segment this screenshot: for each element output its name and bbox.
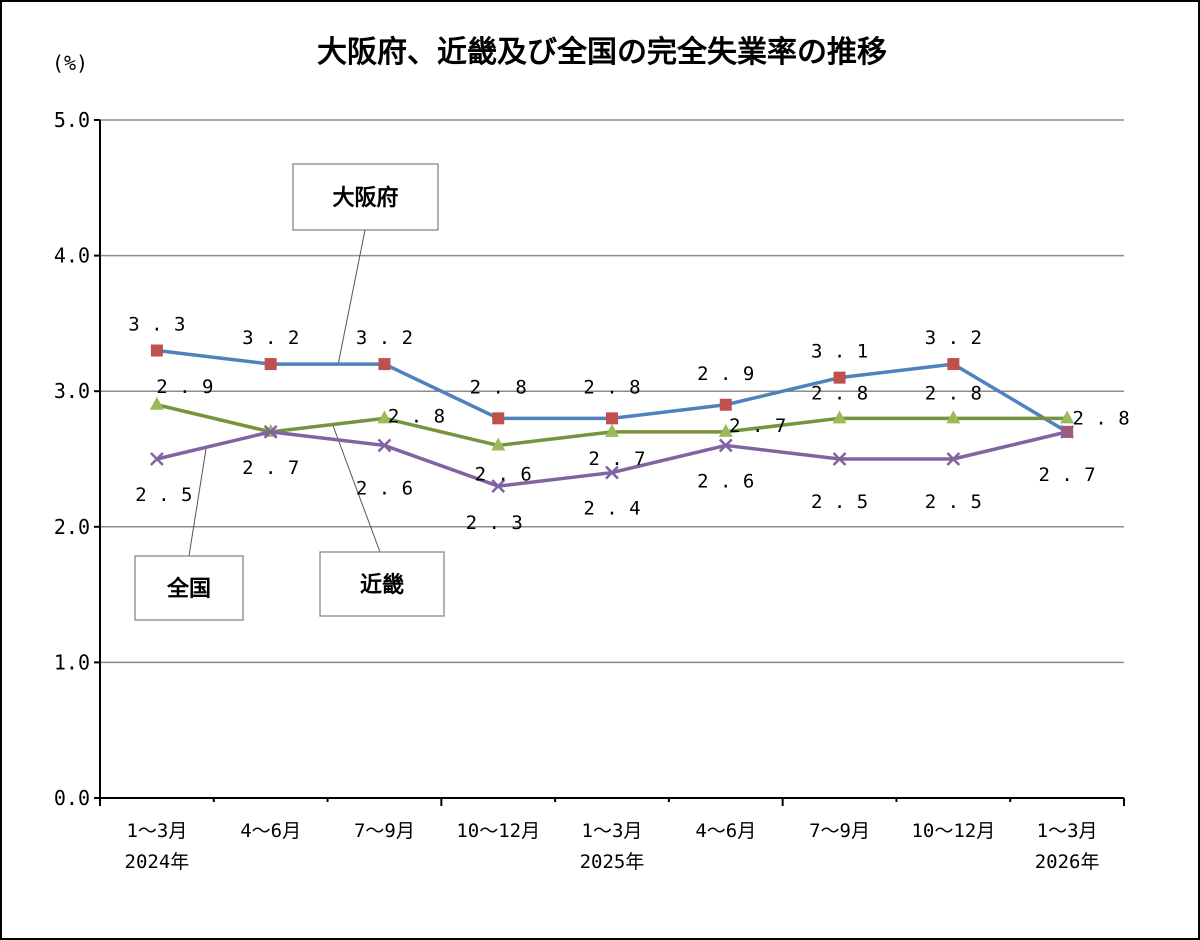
data-point [491,479,506,494]
data-label: 2 . 7 [242,457,299,479]
chart-title: 大阪府、近畿及び全国の完全失業率の推移 [317,35,887,70]
data-point [150,452,164,466]
data-label: 3 . 1 [811,341,868,363]
callout-box [292,163,439,231]
data-label: 2 . 6 [475,463,532,485]
data-point [491,437,506,451]
callout-label: 近畿 [360,572,404,598]
x-tick-label: 4～6月 [695,820,756,842]
data-point [264,358,277,371]
data-label: 2 . 5 [925,491,982,513]
y-tick-label: 5.0 [54,108,90,132]
x-tick-label: 1～3月 [1037,820,1098,842]
data-label: 2 . 4 [583,498,640,520]
data-point [832,452,847,466]
x-tick-label: 7～9月 [809,820,870,842]
x-tick-label: 1～3月 [126,820,187,842]
callout-leader-line [331,422,381,553]
data-label: 2 . 9 [156,376,213,398]
data-label: 2 . 8 [583,376,640,398]
data-point [605,465,619,480]
callout-box [319,551,445,617]
x-tick-label: 10～12月 [911,820,995,842]
data-point [946,410,961,424]
data-point [377,438,392,453]
data-label: 2 . 5 [811,491,868,513]
data-point [606,412,618,425]
data-label: 2 . 8 [388,405,445,427]
callout-leader-line [337,229,366,366]
callout-leader-line [188,448,207,557]
data-label: 2 . 7 [729,415,786,437]
data-label: 3 . 2 [356,327,413,349]
data-label: 3 . 2 [242,327,299,349]
data-point [1060,424,1074,439]
data-point [605,423,619,437]
x-tick-labels: 1～3月 2024年 4～6月 7～9月 10～12月 1～3月 2025年 4～6月 7～9月… [125,820,1100,873]
callout-label: 全国 [166,576,211,602]
data-point [492,412,505,425]
data-point [263,424,278,439]
data-label: 2 . 9 [697,363,754,385]
data-label: 2 . 8 [811,382,868,404]
x-tick-label: 4～6月 [240,820,301,842]
gridlines [100,119,1124,664]
data-point [719,398,732,411]
callout-label: 大阪府 [332,185,398,211]
data-point [377,410,392,424]
y-tick-label: 0.0 [54,786,90,810]
data-label: 2 . 7 [1039,464,1096,486]
x-tick-year-label: 2026年 [1035,851,1100,873]
data-label: 2 . 8 [925,382,982,404]
x-tick-year-label: 2025年 [580,851,645,873]
series-group [149,344,1075,494]
data-label: 2 . 8 [1073,407,1130,429]
data-label: 2 . 7 [588,448,645,470]
data-point [832,410,847,424]
axes [94,119,1125,806]
x-tick-label: 1～3月 [582,820,643,842]
data-label: 2 . 5 [135,484,192,506]
data-labels: 3 . 3 3 . 2 3 . 2 2 . 8 2 . 8 2 . 9 3 . 1 3 . 2… [128,314,1129,535]
data-point [1060,410,1075,424]
y-tick-label: 2.0 [54,515,90,539]
data-point [833,371,846,384]
data-label: 2 . 8 [470,376,527,398]
data-label: 2 . 3 [466,512,523,534]
data-point [150,344,163,357]
data-label: 3 . 2 [925,327,982,349]
data-point [378,358,391,371]
callout-box [134,555,244,621]
data-point [947,358,960,371]
x-tick-year-label: 2024年 [125,851,190,873]
y-tick-label: 1.0 [54,650,90,674]
data-point [718,423,733,437]
data-label: 2 . 6 [697,470,754,492]
data-label: 3 . 3 [128,314,185,336]
data-point [149,396,164,410]
x-tick-label: 10～12月 [456,820,540,842]
data-point [946,452,961,466]
y-unit-label: (%) [52,51,88,75]
y-tick-labels: 0.0 1.0 2.0 3.0 4.0 5.0 [54,108,90,810]
data-label: 2 . 6 [356,477,413,499]
data-point [718,438,733,453]
y-tick-label: 4.0 [54,244,90,268]
y-tick-label: 3.0 [54,379,90,403]
x-tick-label: 7～9月 [354,820,415,842]
